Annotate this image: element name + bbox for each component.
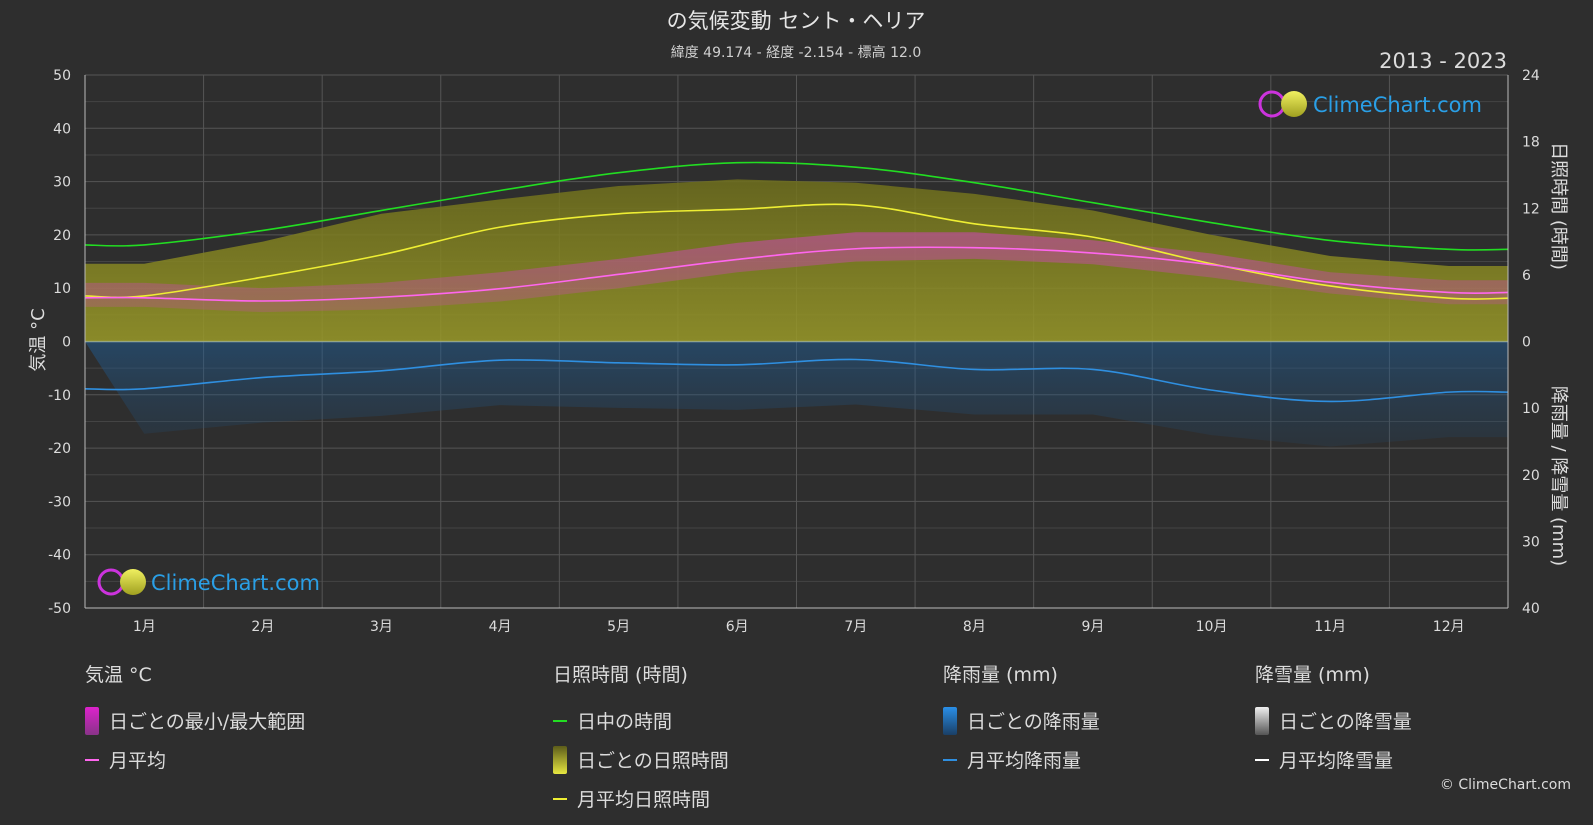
month-tick-label: 1月: [133, 619, 156, 635]
left-tick-label: -40: [48, 548, 71, 564]
legend-item: 月平均: [85, 740, 305, 779]
year-range: 2013 - 2023: [1379, 49, 1507, 73]
logo-ring-icon: [1258, 90, 1286, 118]
legend-item: 日中の時間: [553, 701, 729, 740]
legend-title: 降雨量 (mm): [943, 664, 1058, 686]
right-tick-label: 0: [1522, 335, 1531, 351]
logo-sun-icon: [1281, 91, 1307, 117]
copyright: © ClimeChart.com: [1439, 777, 1571, 793]
legend-item: 日ごとの降雨量: [943, 701, 1100, 740]
right-tick-label: 6: [1522, 268, 1531, 284]
legend-label: 日中の時間: [577, 711, 673, 733]
left-tick-label: -30: [48, 494, 71, 510]
brand-name-bottom: ClimeChart.com: [151, 571, 320, 595]
legend-item: 月平均日照時間: [553, 779, 729, 818]
right-tick-label: 20: [1522, 468, 1540, 484]
left-tick-label: -50: [48, 601, 71, 617]
left-tick-label: -20: [48, 441, 71, 457]
swatch-icon: [85, 758, 99, 761]
right-tick-label: 10: [1522, 401, 1540, 417]
daylight-line: [84, 161, 1509, 251]
month-tick-label: 10月: [1196, 619, 1228, 635]
logo-ring-icon: [97, 568, 125, 596]
month-tick-label: 7月: [844, 619, 867, 635]
left-tick-label: 40: [53, 121, 71, 137]
legend-snow: 降雪量 (mm) 日ごとの降雪量 月平均降雪量: [1255, 660, 1412, 779]
logo-sun-icon: [120, 569, 146, 595]
rain-mean-line: [84, 358, 1509, 403]
swatch-icon: [943, 706, 957, 735]
month-tick-label: 2月: [251, 619, 274, 635]
rain-area: [85, 341, 1508, 447]
right-tick-label: 24: [1522, 68, 1540, 84]
legend-title: 気温 °C: [85, 664, 152, 686]
right-axis-label-top: 日照時間 (時間): [1548, 142, 1569, 270]
right-axis-label-bottom: 降雨量 / 降雪量 (mm): [1548, 386, 1569, 566]
month-tick-label: 11月: [1314, 619, 1346, 635]
legend-title: 日照時間 (時間): [553, 664, 688, 686]
right-tick-label: 12: [1522, 201, 1540, 217]
series-lines: [84, 161, 1509, 403]
temp-mean-line: [84, 246, 1509, 302]
month-tick-label: 6月: [726, 619, 749, 635]
month-tick-label: 4月: [489, 619, 512, 635]
legend-rain: 降雨量 (mm) 日ごとの降雨量 月平均降雨量: [943, 660, 1100, 779]
month-tick-label: 3月: [370, 619, 393, 635]
swatch-icon: [1255, 758, 1269, 761]
left-tick-label: 30: [53, 175, 71, 191]
brand-logo-bottom[interactable]: ClimeChart.com: [97, 568, 320, 596]
legend-label: 日ごとの降雪量: [1279, 711, 1412, 733]
legend-item: 日ごとの日照時間: [553, 740, 729, 779]
month-tick-label: 9月: [1081, 619, 1104, 635]
legend-label: 日ごとの日照時間: [577, 750, 729, 772]
rain-area-fill: [85, 341, 1508, 447]
climate-chart: の気候変動 セント・ヘリア 緯度 49.174 - 経度 -2.154 - 標高…: [28, 9, 1569, 635]
legend-label: 日ごとの最小/最大範囲: [109, 711, 306, 733]
legend-sunshine: 日照時間 (時間) 日中の時間 日ごとの日照時間 月平均日照時間: [553, 660, 729, 818]
month-tick-label: 5月: [607, 619, 630, 635]
brand-name-top: ClimeChart.com: [1313, 93, 1482, 117]
swatch-icon: [1255, 706, 1269, 735]
legend-item: 日ごとの最小/最大範囲: [85, 701, 305, 740]
swatch-icon: [553, 719, 567, 722]
left-tick-label: 50: [53, 68, 71, 84]
left-tick-label: 10: [53, 281, 71, 297]
legend-item: 月平均降雨量: [943, 740, 1100, 779]
month-tick-label: 12月: [1433, 619, 1465, 635]
chart-title: の気候変動 セント・ヘリア: [667, 9, 926, 33]
temp-range-fill: [85, 232, 1508, 313]
legend-item: 日ごとの降雪量: [1255, 701, 1412, 740]
left-tick-label: -10: [48, 388, 71, 404]
temp-range-band: [85, 232, 1508, 313]
swatch-icon: [553, 745, 567, 774]
chart-subtitle: 緯度 49.174 - 経度 -2.154 - 標高 12.0: [671, 44, 922, 61]
brand-logo-top[interactable]: ClimeChart.com: [1258, 90, 1482, 118]
swatch-icon: [553, 797, 567, 800]
legend-label: 月平均降雨量: [967, 750, 1082, 772]
legend-item: 月平均降雪量: [1255, 740, 1412, 779]
swatch-icon: [85, 706, 99, 735]
left-tick-label: 20: [53, 228, 71, 244]
left-axis-label: 気温 °C: [28, 308, 49, 371]
right-tick-label: 30: [1522, 534, 1540, 550]
legend-temperature: 気温 °C 日ごとの最小/最大範囲 月平均: [85, 660, 305, 779]
legend-title: 降雪量 (mm): [1255, 664, 1370, 686]
legend-label: 月平均日照時間: [577, 789, 711, 811]
legend-label: 日ごとの降雨量: [967, 711, 1100, 733]
legend-label: 月平均降雪量: [1279, 750, 1394, 772]
right-tick-label: 18: [1522, 135, 1540, 151]
swatch-icon: [943, 758, 957, 761]
left-tick-label: 0: [62, 335, 71, 351]
legend-label: 月平均: [109, 750, 167, 772]
month-tick-label: 8月: [963, 619, 986, 635]
right-tick-label: 40: [1522, 601, 1540, 617]
sunshine-line: [84, 203, 1509, 300]
axes: 50 40 30 20 10 0 -10 -20 -30 -40 -50 24 18 12 6 0 10 20 30…: [48, 68, 1540, 635]
